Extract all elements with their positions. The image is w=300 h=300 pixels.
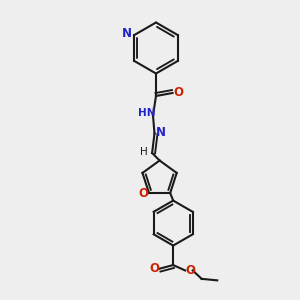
Text: H: H bbox=[140, 146, 148, 157]
Text: N: N bbox=[122, 27, 131, 40]
Text: O: O bbox=[139, 187, 148, 200]
Text: N: N bbox=[156, 125, 166, 139]
Text: HN: HN bbox=[138, 108, 155, 118]
Text: O: O bbox=[173, 86, 183, 100]
Text: O: O bbox=[186, 264, 196, 277]
Text: O: O bbox=[149, 262, 159, 275]
